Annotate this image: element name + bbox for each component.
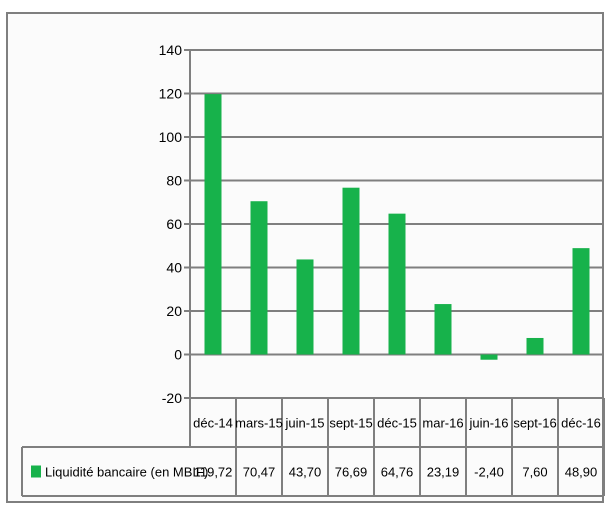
data-label: 76,69 <box>335 465 368 480</box>
legend-swatch <box>31 465 41 478</box>
data-label: 119,72 <box>194 465 233 480</box>
bar <box>388 213 406 355</box>
category-label: déc-15 <box>377 416 417 431</box>
y-tick-label: 0 <box>174 347 182 363</box>
category-label: juin-16 <box>468 416 508 431</box>
bar <box>572 248 590 355</box>
bar <box>296 259 314 355</box>
category-label: mar-16 <box>422 416 463 431</box>
y-tick-label: -20 <box>162 390 182 406</box>
category-label: sept-15 <box>329 416 372 431</box>
bar <box>250 201 268 355</box>
y-tick-label: 40 <box>166 260 182 276</box>
y-tick-label: 20 <box>166 303 182 319</box>
data-label: 23,19 <box>427 465 460 480</box>
category-label: juin-15 <box>284 416 324 431</box>
category-label: mars-15 <box>235 416 283 431</box>
bar <box>480 354 498 360</box>
category-label: sept-16 <box>513 416 556 431</box>
y-tick-label: 60 <box>166 216 182 232</box>
data-label: 64,76 <box>381 465 414 480</box>
category-label: déc-16 <box>561 416 601 431</box>
bar <box>526 337 544 355</box>
data-label: 48,90 <box>565 465 598 480</box>
data-label: -2,40 <box>474 465 504 480</box>
data-label: 7,60 <box>522 465 547 480</box>
bar <box>434 304 452 355</box>
y-tick-label: 140 <box>159 42 183 58</box>
y-tick-label: 120 <box>159 86 183 102</box>
y-tick-label: 80 <box>166 173 182 189</box>
data-label: 43,70 <box>289 465 322 480</box>
bar <box>342 187 360 355</box>
data-label: 70,47 <box>243 465 276 480</box>
category-label: déc-14 <box>193 416 233 431</box>
legend-label: Liquidité bancaire (en MBIF) <box>45 465 208 480</box>
bar <box>204 94 222 355</box>
y-tick-label: 100 <box>159 129 183 145</box>
